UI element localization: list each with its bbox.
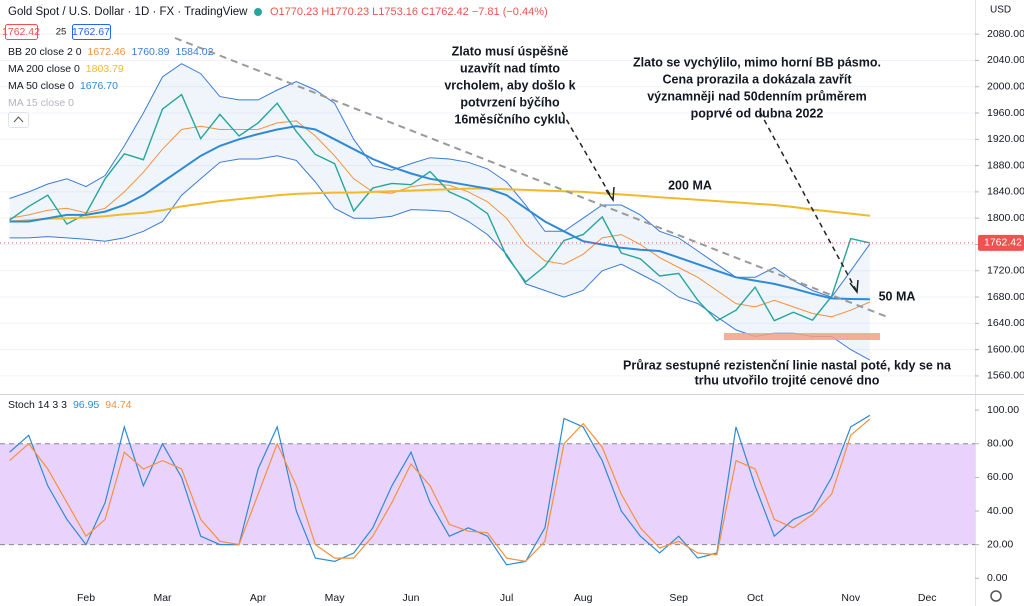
y-tick-label: 0.00: [987, 572, 1008, 584]
y-tick-label: 1640.00: [987, 317, 1024, 329]
support-zone: [724, 333, 880, 340]
y-tick-label: 2000.00: [987, 81, 1024, 93]
annotation: uzavřít nad tímto: [460, 61, 560, 75]
y-tick-label: 80.00: [987, 438, 1013, 450]
ask-box[interactable]: [72, 24, 111, 40]
annotation: Zlato musí úspěšně: [452, 44, 569, 58]
y-tick-label: 1960.00: [987, 107, 1024, 119]
x-tick-label: Feb: [77, 592, 95, 604]
y-tick-label: 1560.00: [987, 370, 1024, 382]
annotation: poprvé od dubna 2022: [691, 106, 824, 120]
y-tick-label: 100.00: [987, 404, 1019, 416]
stoch-band: [0, 443, 975, 545]
y-tick-label: 40.00: [987, 505, 1013, 517]
annotation: 200 MA: [668, 178, 712, 192]
y-tick-label: 60.00: [987, 471, 1013, 483]
symbol-title: Gold Spot / U.S. Dollar · 1D · FX · Trad…: [8, 6, 248, 18]
x-tick-label: Oct: [747, 592, 763, 604]
legend-value: 1672.46: [88, 46, 126, 58]
y-tick-label: 1800.00: [987, 212, 1024, 224]
annotation: potvrzení býčího: [460, 95, 560, 109]
legend-name: MA 200 close 0: [8, 63, 80, 75]
settings-icon[interactable]: [990, 590, 1002, 602]
collapse-button[interactable]: [8, 112, 29, 128]
legend-name-hidden: MA 15 close 0: [8, 97, 74, 109]
legend-value: 96.95: [73, 399, 99, 411]
legend-value: 94.74: [105, 399, 131, 411]
arrow-head: [849, 279, 859, 294]
bb-background: [9, 63, 870, 361]
ask[interactable]: 1762.67: [72, 26, 110, 38]
y-tick-label: 1840.00: [987, 186, 1024, 198]
y-tick-label: 2080.00: [987, 28, 1024, 40]
ohlc: O1770.23 H1770.23 L1753.16 C1762.42 −7.8…: [270, 6, 548, 18]
ma-line: [9, 187, 871, 223]
x-tick-label: Aug: [574, 592, 593, 604]
bid-box[interactable]: [5, 24, 38, 40]
annotation: vrcholem, aby došlo k: [444, 78, 575, 92]
x-tick-label: Mar: [153, 592, 172, 604]
last-price-label: 1762.42: [984, 237, 1022, 249]
bid[interactable]: 1762.42: [2, 26, 40, 38]
spread: 25: [56, 27, 67, 38]
y-tick-label: 1920.00: [987, 133, 1024, 145]
legend-value: 1803.79: [86, 63, 124, 75]
price-line: [9, 418, 871, 563]
legend-name: Stoch 14 3 3: [8, 399, 67, 411]
x-tick-label: May: [325, 592, 346, 604]
annotation: významněji nad 50denním průměrem: [647, 89, 867, 103]
legend-name: MA 50 close 0: [8, 80, 74, 92]
annotation: 16měsíčního cyklu: [454, 112, 565, 126]
market-status: [254, 8, 262, 16]
arrow-head: [605, 186, 615, 203]
legend-value: 1760.89: [132, 46, 170, 58]
annotation: Průraz sestupné rezistenční linie nastal…: [623, 358, 952, 372]
x-tick-label: Nov: [841, 592, 860, 604]
legend-value: 1584.02: [175, 46, 213, 58]
currency[interactable]: USD: [990, 5, 1011, 16]
last-price-box: [978, 234, 1024, 251]
plot-layer: [0, 33, 975, 566]
x-tick-label: Apr: [250, 592, 267, 604]
y-tick-label: 1880.00: [987, 159, 1024, 171]
y-tick-label: 1600.00: [987, 343, 1024, 355]
ma-line: [9, 125, 870, 301]
y-tick-label: 2040.00: [987, 54, 1024, 66]
bb-lower: [9, 155, 871, 361]
legend-value: 1676.70: [80, 80, 118, 92]
arrow-line: [759, 111, 857, 291]
legend-name: BB 20 close 2 0: [8, 46, 82, 58]
y-tick-label: 1680.00: [987, 291, 1024, 303]
annotation: Cena prorazila a dokázala zavřít: [663, 72, 853, 86]
collapse-icon: [13, 116, 24, 123]
trend-line: [174, 37, 891, 319]
annotation: trhu utvořilo trojité cenové dno: [695, 373, 880, 387]
bb-upper: [9, 63, 871, 298]
x-tick-label: Jun: [403, 592, 420, 604]
x-tick-label: Sep: [669, 592, 688, 604]
price-line: [9, 93, 871, 322]
bb-basis: [9, 120, 871, 318]
annotation: Zlato se vychýlilo, mimo horní BB pásmo.: [633, 55, 881, 69]
x-tick-label: Jul: [500, 592, 513, 604]
y-tick-label: 1720.00: [987, 265, 1024, 277]
y-tick-label: 20.00: [987, 538, 1013, 550]
arrow-line: [561, 111, 613, 199]
x-tick-label: Dec: [918, 592, 937, 604]
annotation: 50 MA: [879, 289, 916, 303]
